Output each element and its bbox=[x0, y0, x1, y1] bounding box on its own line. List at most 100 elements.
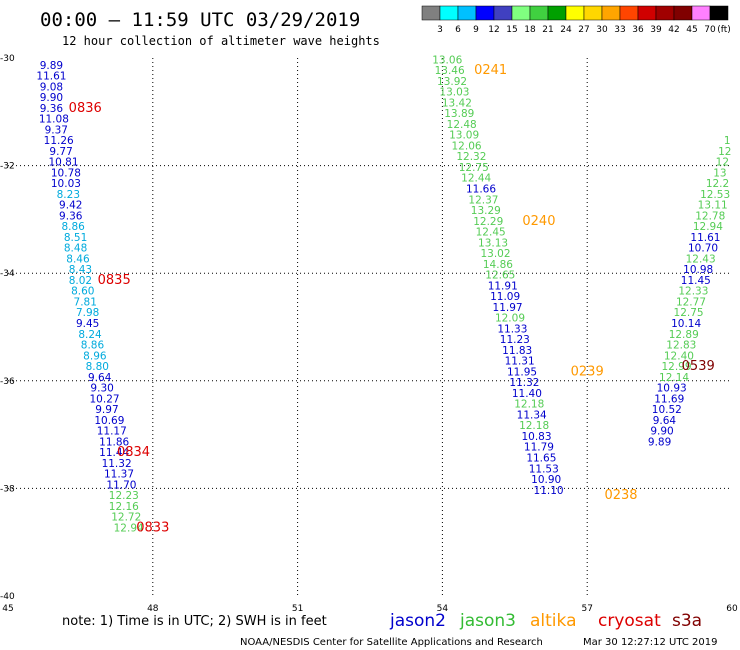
wave-height-value: 8.23 bbox=[57, 189, 80, 201]
wave-height-value: 11.66 bbox=[466, 184, 496, 196]
y-tick-label: -34 bbox=[0, 269, 15, 279]
wave-height-value: 11.23 bbox=[500, 334, 530, 346]
colorbar-unit: (ft) bbox=[717, 25, 731, 35]
wave-height-value: 10.14 bbox=[671, 318, 701, 330]
colorbar-swatch bbox=[709, 5, 729, 21]
wave-height-value: 10.52 bbox=[652, 404, 682, 416]
wave-height-value: 9.89 bbox=[648, 436, 671, 448]
colorbar-swatch bbox=[655, 5, 675, 21]
time-labels: 0836 0835 0834 0833 0241 0240 0239 0238 0539 bbox=[69, 63, 715, 535]
legend-item-jason3: jason3 bbox=[459, 611, 516, 631]
wave-height-value: 11.69 bbox=[654, 393, 684, 405]
colorbar-swatch bbox=[691, 5, 711, 21]
x-tick-label: 60 bbox=[726, 604, 738, 614]
wave-height-value: 13.02 bbox=[480, 248, 510, 260]
wave-height-value: 10.69 bbox=[94, 415, 124, 427]
wave-height-value: 10.93 bbox=[657, 383, 687, 395]
pass-time-label: 0833 bbox=[136, 520, 169, 535]
colorbar-swatch bbox=[673, 5, 693, 21]
wave-height-value: 12.45 bbox=[476, 227, 506, 239]
wave-height-value: 9.30 bbox=[90, 383, 113, 395]
wave-height-value: 13.09 bbox=[449, 130, 479, 142]
wave-height-value: 10.81 bbox=[48, 157, 78, 169]
wave-height-value: 8.86 bbox=[61, 221, 85, 233]
wave-height-value: 12.18 bbox=[514, 399, 544, 411]
colorbar-label: 36 bbox=[632, 25, 644, 35]
wave-height-value: 9.64 bbox=[88, 372, 112, 384]
wave-height-value: 13.29 bbox=[471, 205, 501, 217]
colorbar-label: 21 bbox=[542, 25, 553, 35]
wave-height-value: 13.11 bbox=[698, 200, 728, 212]
wave-height-value: 10.27 bbox=[90, 393, 120, 405]
wave-height-value: 11.79 bbox=[524, 442, 554, 454]
wave-height-value: 11.37 bbox=[104, 469, 134, 481]
wave-height-value: 8.60 bbox=[71, 286, 94, 298]
colorbar-swatch bbox=[475, 5, 495, 21]
axis-ticks: 45 48 51 54 57 60 -30 -32 -34 -36 -38 -40 bbox=[0, 54, 738, 614]
wave-height-value: 10.83 bbox=[521, 431, 551, 443]
y-tick-label: -32 bbox=[0, 162, 15, 172]
x-tick-label: 45 bbox=[2, 604, 13, 614]
wave-height-value: 11.61 bbox=[690, 232, 720, 244]
pass-time-label: 0834 bbox=[117, 445, 150, 460]
wave-height-value: 8.96 bbox=[83, 350, 107, 362]
pass-time-label: 0241 bbox=[474, 63, 507, 78]
wave-height-value: 12.43 bbox=[686, 253, 716, 265]
wave-height-value: 12.44 bbox=[461, 173, 491, 185]
wave-height-value: 13.89 bbox=[444, 108, 474, 120]
x-tick-label: 48 bbox=[147, 604, 159, 614]
colorbar-swatch bbox=[637, 5, 657, 21]
wave-height-value: 8.02 bbox=[69, 275, 92, 287]
wave-height-value: 12 bbox=[718, 146, 731, 158]
colorbar-label: 70 bbox=[704, 25, 716, 35]
wave-height-value: 9.90 bbox=[40, 92, 63, 104]
x-tick-label: 54 bbox=[437, 604, 449, 614]
colorbar-label: 9 bbox=[473, 25, 479, 35]
wave-height-value: 8.24 bbox=[78, 329, 102, 341]
legend: jason2 jason3 altika cryosat s3a bbox=[389, 611, 702, 631]
wave-height-value: 11.40 bbox=[512, 388, 542, 400]
wave-height-value: 11.86 bbox=[99, 436, 129, 448]
wave-height-value: 10.78 bbox=[51, 167, 81, 179]
colorbar: 3 6 9 12 15 18 21 24 27 30 33 36 39 42 45 70 (ft) bbox=[421, 5, 731, 35]
wave-height-value: 11.91 bbox=[488, 280, 518, 292]
wave-height-value: 8.51 bbox=[64, 232, 87, 244]
colorbar-label: 45 bbox=[686, 25, 697, 35]
y-tick-label: -38 bbox=[0, 484, 15, 494]
colorbar-label: 3 bbox=[437, 25, 443, 35]
wave-height-value: 14.86 bbox=[483, 259, 513, 271]
wave-height-value: 13.03 bbox=[439, 87, 469, 99]
wave-height-value: 11.34 bbox=[517, 409, 547, 421]
wave-height-value: 9.36 bbox=[59, 210, 83, 222]
y-tick-label: -40 bbox=[0, 592, 15, 602]
colorbar-swatch bbox=[619, 5, 639, 21]
wave-height-value: 11.09 bbox=[490, 291, 520, 303]
wave-height-value: 11.97 bbox=[493, 302, 523, 314]
wave-height-value: 12.83 bbox=[666, 340, 696, 352]
wave-height-value: 12.94 bbox=[114, 522, 144, 534]
wave-height-value: 10.03 bbox=[51, 178, 81, 190]
x-tick-label: 57 bbox=[581, 604, 592, 614]
wave-height-value: 12.09 bbox=[495, 313, 525, 325]
y-tick-label: -30 bbox=[0, 54, 15, 64]
wave-height-value: 9.64 bbox=[653, 415, 677, 427]
wave-height-value: 8.80 bbox=[86, 361, 109, 373]
wave-height-value: 9.36 bbox=[40, 103, 64, 115]
legend-item-cryosat: cryosat bbox=[598, 611, 661, 631]
pass-time-label: 0836 bbox=[69, 101, 102, 116]
colorbar-swatch bbox=[583, 5, 603, 21]
wave-height-value: 12.37 bbox=[468, 194, 498, 206]
wave-height-value: 11.26 bbox=[44, 135, 74, 147]
wave-height-value: 11.70 bbox=[106, 479, 136, 491]
legend-item-jason2: jason2 bbox=[389, 611, 446, 631]
colorbar-swatch bbox=[565, 5, 585, 21]
pass-time-label: 0238 bbox=[604, 488, 637, 503]
wave-height-value: 12.94 bbox=[693, 221, 723, 233]
footer-timestamp: Mar 30 12:27:12 UTC 2019 bbox=[583, 637, 718, 648]
wave-height-value: 12.75 bbox=[459, 162, 489, 174]
wave-height-value: 11.33 bbox=[497, 323, 527, 335]
wave-height-value: 12.33 bbox=[678, 286, 708, 298]
wave-height-value: 12.99 bbox=[661, 361, 691, 373]
colorbar-swatch bbox=[529, 5, 549, 21]
wave-height-value: 12.78 bbox=[695, 210, 725, 222]
